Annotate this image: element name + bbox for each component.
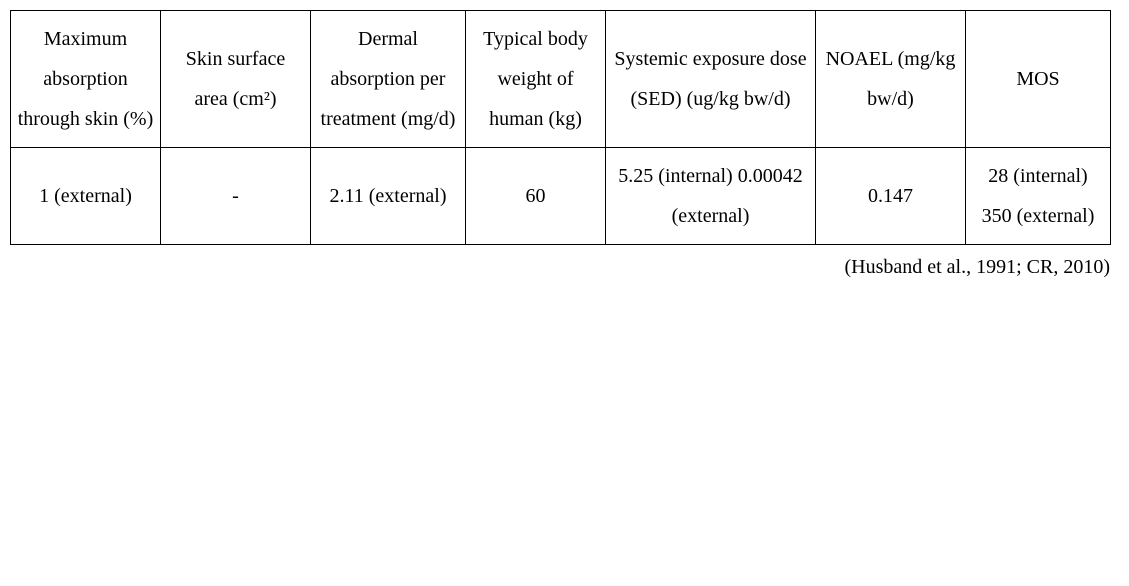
table-cell: 0.147 [816,148,966,245]
col-header: MOS [966,11,1111,148]
table-cell: 1 (external) [11,148,161,245]
table-cell: 28 (internal) 350 (external) [966,148,1111,245]
col-header: Dermal absorption per treatment (mg/d) [311,11,466,148]
table-header-row: Maximum absorption through skin (%) Skin… [11,11,1111,148]
table-cell: 5.25 (internal) 0.00042 (external) [606,148,816,245]
col-header: NOAEL (mg/kg bw/d) [816,11,966,148]
col-header: Skin surface area (cm²) [161,11,311,148]
table-cell: - [161,148,311,245]
col-header: Typical body weight of human (kg) [466,11,606,148]
col-header: Systemic exposure dose (SED) (ug/kg bw/d… [606,11,816,148]
citation-text: (Husband et al., 1991; CR, 2010) [10,251,1110,283]
data-table: Maximum absorption through skin (%) Skin… [10,10,1111,245]
table-row: 1 (external) - 2.11 (external) 60 5.25 (… [11,148,1111,245]
table-cell: 60 [466,148,606,245]
table-cell: 2.11 (external) [311,148,466,245]
col-header: Maximum absorption through skin (%) [11,11,161,148]
